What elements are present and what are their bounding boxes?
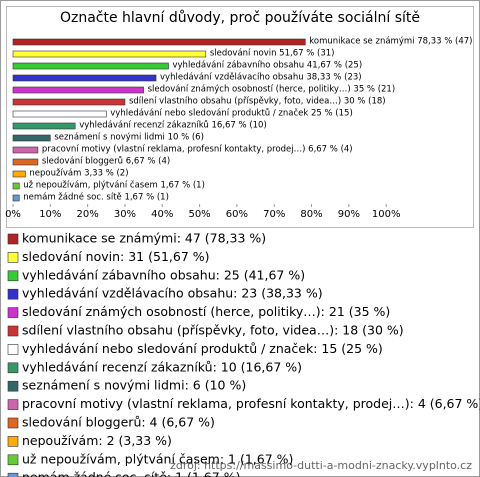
value-label: komunikace se známými 78,33 % (47) [309,37,472,47]
legend-swatch [7,380,19,392]
legend-swatch [7,362,19,374]
x-tick-label: 60% [226,209,248,220]
value-label: sledování bloggerů 6,67 % (4) [42,156,170,167]
x-tick-label: 10% [39,209,61,220]
legend-label: sledování známých osobností (herce, poli… [22,304,390,319]
legend-label: komunikace se známými: 47 (78,33 %) [22,231,266,246]
bar [12,38,306,46]
bar [12,110,107,118]
legend-label: vyhledávání nebo sledování produktů / zn… [22,341,383,356]
bar [12,170,26,178]
legend-swatch [7,252,19,263]
legend-label: vyhledávání vzdělávacího obsahu: 23 (38,… [22,286,323,301]
legend-label: sdílení vlastního obsahu (příspěvky, fot… [22,323,404,338]
bar [12,98,126,106]
legend-swatch [7,417,19,429]
legend-swatch [7,436,19,447]
bar [12,134,51,142]
value-label: vyhledávání vzdělávacího obsahu 38,33 % … [160,73,362,83]
legend-label: nemám žádné soc. sítě: 1 (1,67 %) [22,470,240,477]
x-tick-label: 40% [151,209,173,220]
legend-label: seznámení s novými lidmi: 6 (10 %) [22,378,246,393]
value-label: vyhledávání zábavního obsahu 41,67 % (25… [173,61,363,71]
bar [12,182,20,190]
legend-swatch [7,399,19,410]
bar [12,86,144,94]
value-label: pracovní motivy (vlastní reklama, profes… [42,145,353,155]
bar [12,122,76,130]
bar [12,62,169,70]
legend-label: vyhledávání recenzí zákazníků: 10 (16,67… [22,359,302,374]
legend-label: pracovní motivy (vlastní reklama, profes… [22,396,480,411]
x-tick-label: 20% [77,209,99,220]
value-label: sdílení vlastního obsahu (příspěvky, fot… [129,97,386,107]
value-label: už nepoužívám, plýtvání časem 1,67 % (1) [23,180,205,191]
legend-label: sledování novin: 31 (51,67 %) [22,249,210,264]
bar [12,146,39,154]
bar [12,74,157,82]
x-tick-label: 90% [338,209,360,220]
x-tick-label: 0% [5,209,21,220]
value-label: seznámení s novými lidmi 10 % (6) [54,133,204,143]
x-tick-label: 70% [263,209,285,220]
legend-label: už nepoužívám, plýtvání časem: 1 (1,67 %… [22,451,293,466]
bar [12,158,39,166]
value-label: vyhledávání nebo sledování produktů / zn… [110,108,352,119]
value-label: sledování novin 51,67 % (31) [210,49,335,59]
legend-swatch [7,325,19,337]
legend-label: vyhledávání zábavního obsahu: 25 (41,67 … [22,267,305,282]
legend-swatch [7,233,19,245]
value-label: vyhledávání recenzí zákazníků 16,67 % (1… [79,120,267,131]
legend-swatch [7,307,19,318]
legend-label: sledování bloggerů: 4 (6,67 %) [22,415,215,430]
legend-swatch [7,454,19,466]
bar [12,50,207,58]
source: zdroj: https://massimo-dutti-a-modni-zna… [170,459,472,472]
x-tick-label: 100% [372,209,401,220]
legend-label: nepoužívám: 2 (3,33 %) [22,433,172,448]
chart-title: Označte hlavní důvody, proč používáte so… [60,10,420,26]
x-tick-label: 80% [300,209,322,220]
value-label: nemám žádné soc. sítě 1,67 % (1) [23,192,169,203]
x-tick-label: 50% [188,209,210,220]
legend-swatch [7,344,19,355]
value-label: nepoužívám 3,33 % (2) [29,169,128,179]
legend-swatch [7,472,19,477]
legend-swatch [7,288,19,300]
value-label: sledování známých osobností (herce, poli… [148,85,396,95]
x-tick-label: 30% [114,209,136,220]
bar [12,194,20,202]
legend-swatch [7,270,19,282]
